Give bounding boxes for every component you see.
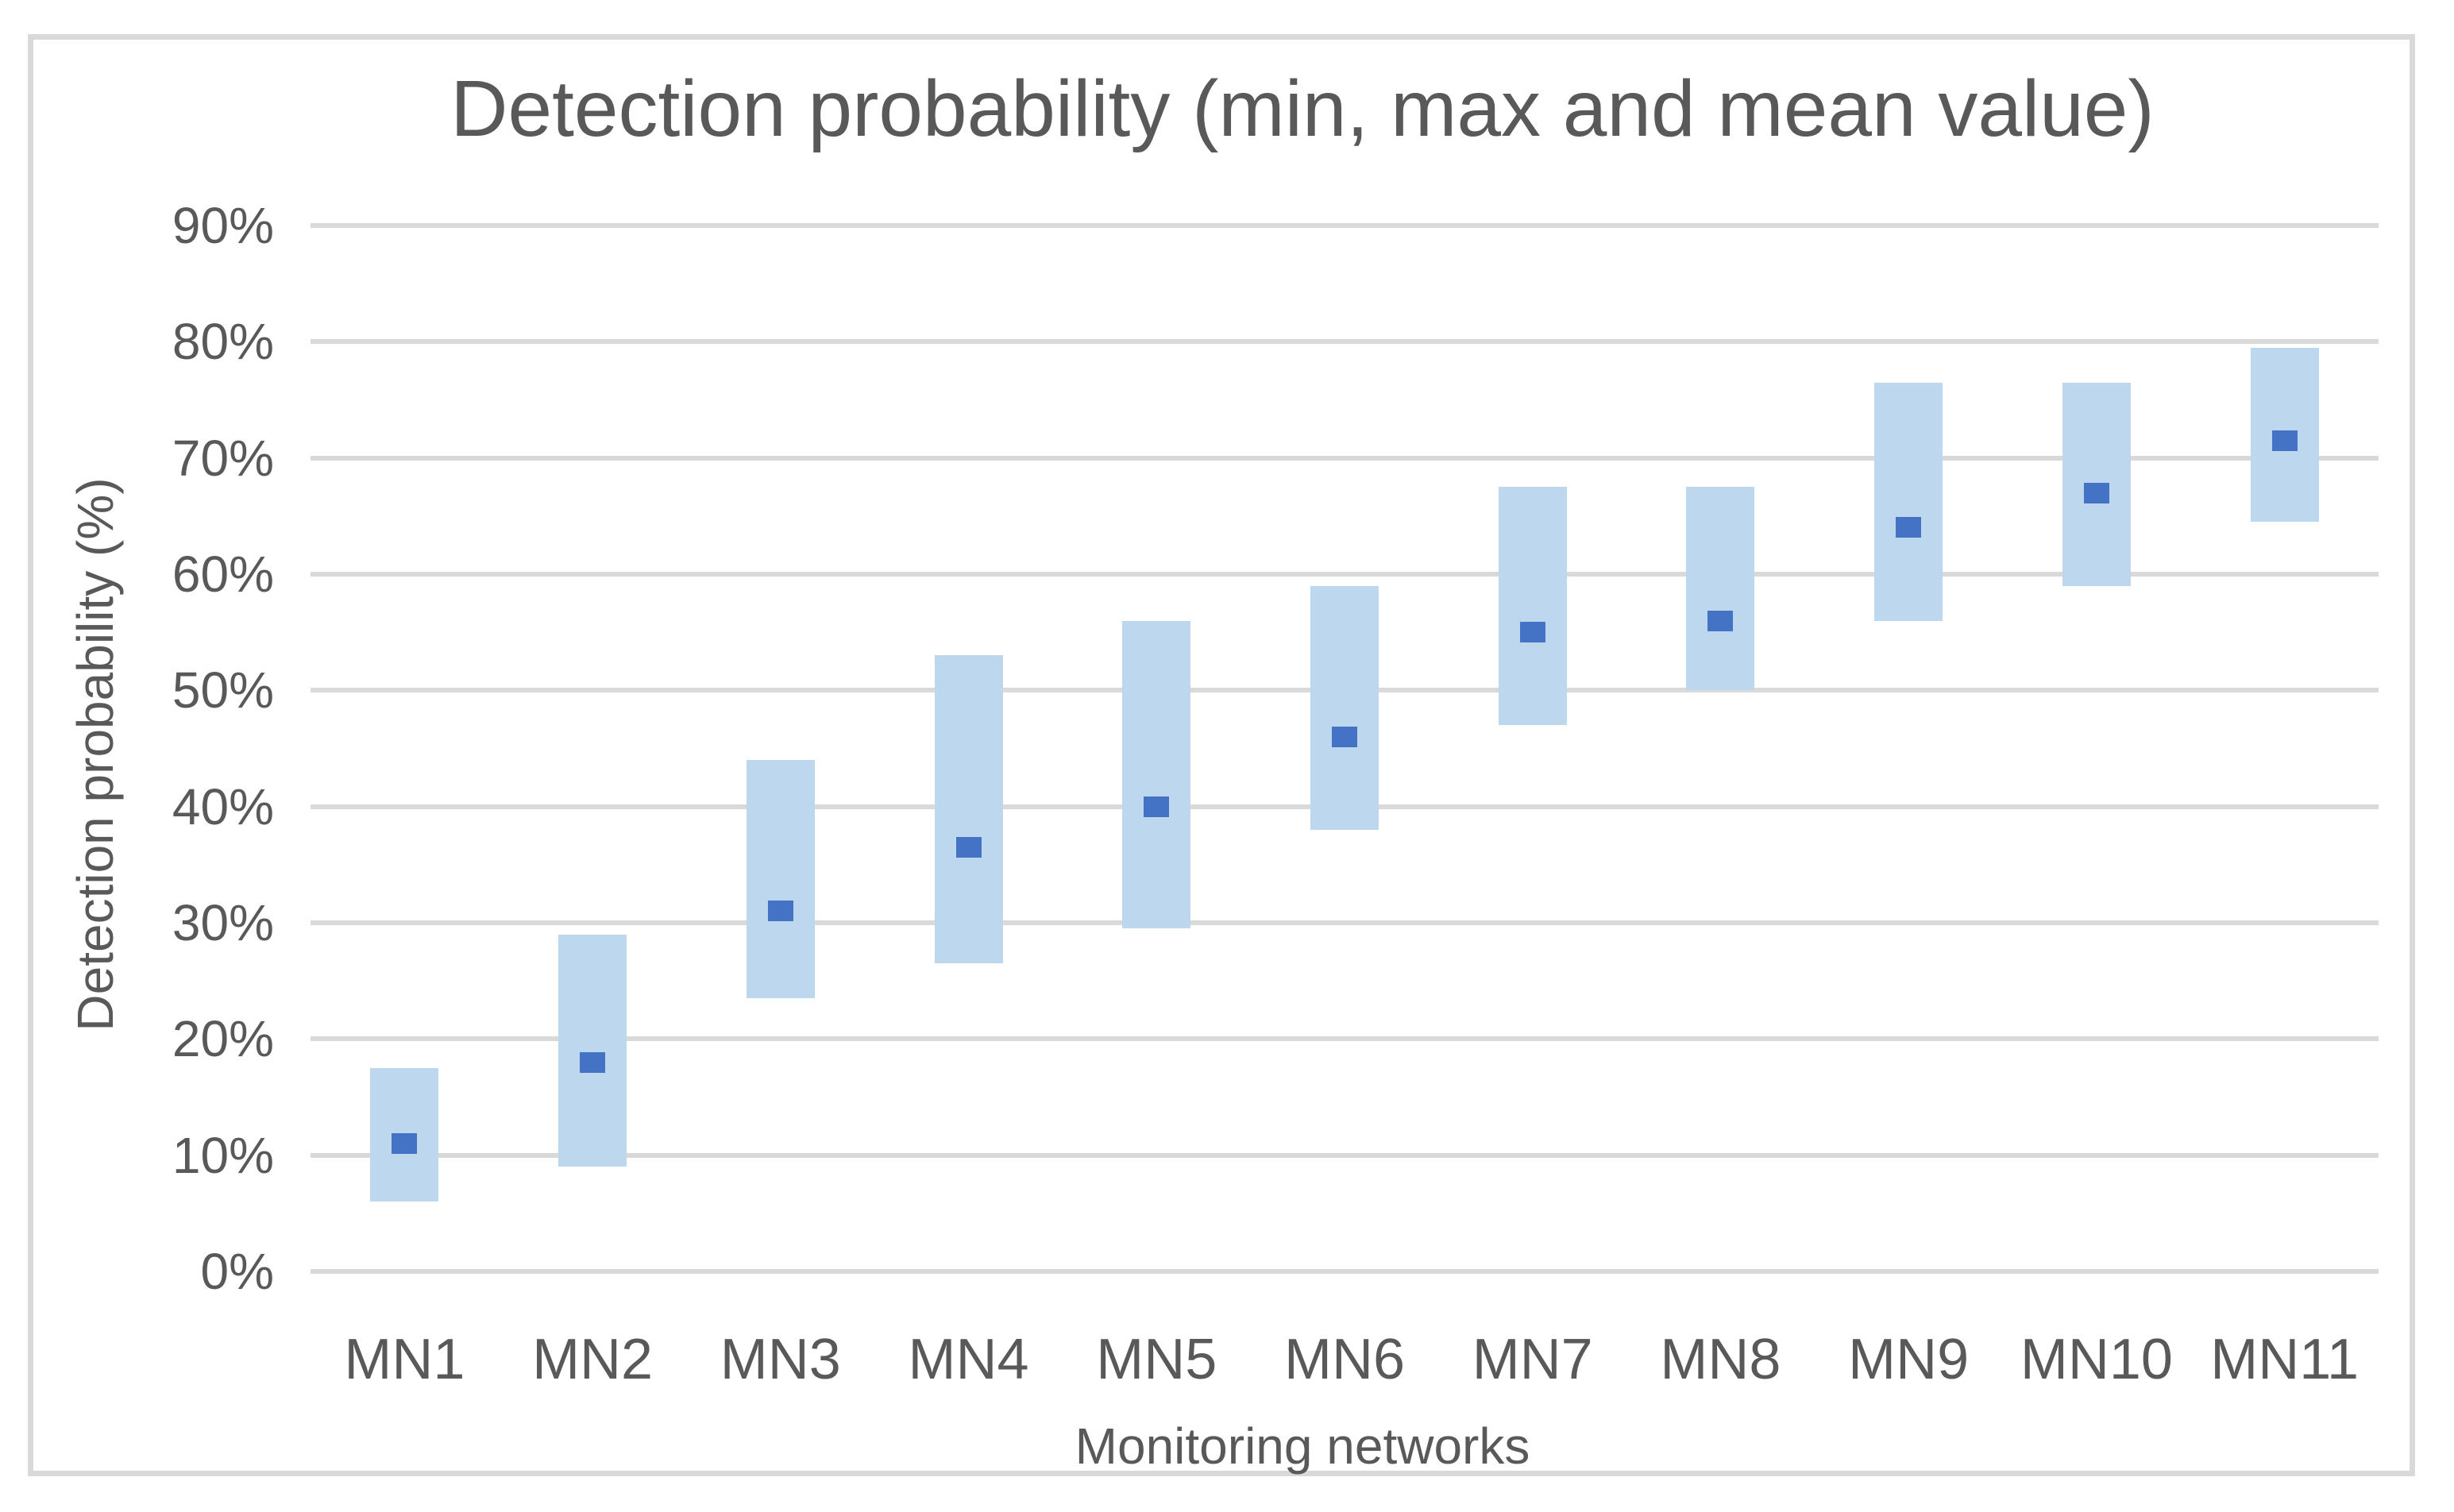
y-tick-label: 10% bbox=[172, 1126, 274, 1184]
y-tick-label: 0% bbox=[200, 1243, 275, 1300]
x-axis-title: Monitoring networks bbox=[1075, 1418, 1530, 1475]
mean-marker bbox=[955, 836, 982, 858]
gridline bbox=[311, 920, 2379, 925]
y-tick-label: 40% bbox=[172, 777, 274, 835]
mean-marker bbox=[1332, 726, 1357, 747]
mean-marker bbox=[1519, 622, 1545, 643]
gridline bbox=[311, 223, 2379, 228]
x-category-label: MN10 bbox=[2020, 1328, 2173, 1391]
mean-marker bbox=[2083, 482, 2109, 503]
x-category-label: MN11 bbox=[2210, 1328, 2359, 1391]
x-category-label: MN6 bbox=[1283, 1328, 1405, 1391]
x-category-label: MN2 bbox=[532, 1328, 654, 1391]
gridline bbox=[311, 339, 2379, 345]
gridline bbox=[311, 572, 2379, 577]
range-bar bbox=[1310, 585, 1379, 830]
x-category-label: MN8 bbox=[1660, 1328, 1781, 1391]
y-tick-label: 90% bbox=[172, 197, 274, 254]
gridline bbox=[311, 1036, 2379, 1042]
mean-marker bbox=[2271, 430, 2298, 451]
range-bar bbox=[558, 934, 627, 1167]
mean-marker bbox=[392, 1133, 418, 1155]
mean-marker bbox=[1144, 796, 1170, 817]
gridline bbox=[311, 1152, 2379, 1158]
x-category-label: MN5 bbox=[1096, 1328, 1217, 1391]
y-tick-label: 30% bbox=[172, 894, 274, 951]
range-bar bbox=[746, 760, 815, 999]
y-tick-label: 20% bbox=[172, 1010, 274, 1068]
chart-title: Detection probability (min, max and mean… bbox=[450, 64, 2155, 153]
mean-marker bbox=[1707, 610, 1734, 631]
y-tick-label: 70% bbox=[172, 429, 274, 487]
range-bar bbox=[934, 655, 1003, 964]
range-bar bbox=[1498, 487, 1567, 726]
x-category-label: MN7 bbox=[1472, 1328, 1593, 1391]
x-category-label: MN3 bbox=[720, 1328, 841, 1391]
x-category-label: MN4 bbox=[908, 1328, 1029, 1391]
range-bar bbox=[1122, 620, 1191, 929]
range-bar bbox=[1874, 382, 1943, 621]
y-tick-label: 60% bbox=[172, 546, 274, 603]
chart-border bbox=[28, 34, 2415, 1476]
x-category-label: MN1 bbox=[344, 1328, 465, 1391]
range-bar bbox=[1686, 487, 1755, 691]
mean-marker bbox=[767, 901, 793, 922]
x-category-label: MN9 bbox=[1848, 1328, 1970, 1391]
gridline bbox=[311, 455, 2379, 461]
mean-marker bbox=[1896, 517, 1922, 538]
y-tick-label: 80% bbox=[172, 313, 274, 371]
gridline bbox=[311, 1269, 2379, 1274]
mean-marker bbox=[580, 1051, 606, 1073]
y-tick-label: 50% bbox=[172, 662, 274, 719]
